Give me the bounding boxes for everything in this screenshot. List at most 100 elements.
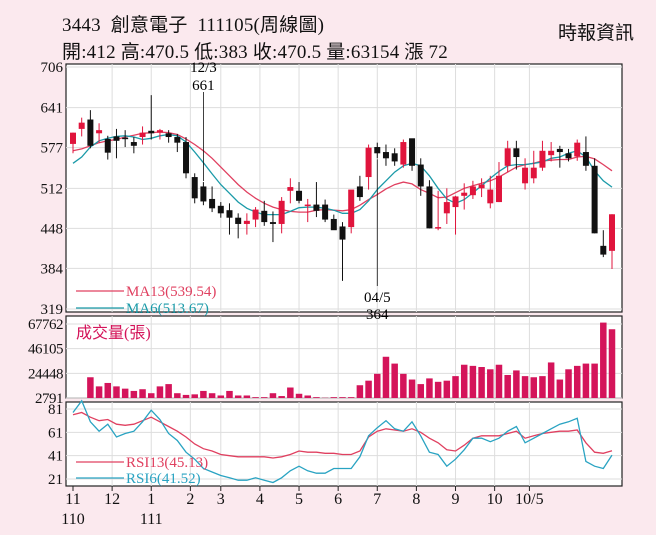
candle-body [391,153,398,162]
x-tick-label: 6 [334,491,342,508]
volume-bar [139,389,146,398]
volume-bar [304,395,311,398]
volume-bar [382,356,390,398]
candle-body [269,222,276,224]
price-ytick-label: 384 [41,261,64,277]
volume-bar [478,367,485,398]
volume-bar [530,377,538,398]
volume-bar [226,390,233,398]
candle-body [565,153,572,159]
candle-body [461,192,468,196]
candle-body [200,186,207,202]
volume-bar [252,397,259,398]
volume-bar [174,393,181,398]
volume-bar [182,394,190,398]
high-annotation-date: 12/3 [190,60,217,76]
volume-bar [521,376,529,398]
volume-bar [87,377,94,398]
volume-ytick-label: 2791 [35,391,63,407]
candle-body [356,186,363,198]
candle-body [400,142,407,165]
volume-bar [356,385,364,398]
stock-code: 3443 [62,15,101,36]
candle-body [156,130,163,133]
volume-bar [278,396,285,398]
volume-bar [313,397,320,398]
volume-bar [460,364,468,398]
x-tick-label: 7 [373,491,381,508]
candle-body [174,137,181,143]
candle-body [348,189,355,228]
x-tick-label: 5 [295,491,303,508]
candle-body [574,142,581,157]
rsi13-legend-label: RSI13(45.13) [126,455,208,471]
x-tick-label: 10/5 [515,491,543,508]
price-ytick-label: 448 [41,221,64,237]
candle-body [226,210,233,218]
volume-ytick-label: 67762 [28,317,63,333]
candle-body [374,147,381,154]
price-ytick-label: 641 [41,101,64,117]
candle-body [330,218,337,231]
volume-bar [469,365,477,398]
candle-body [304,204,311,207]
candle-body [417,164,424,187]
candle-body [70,132,76,144]
volume-bar [487,369,494,398]
volume-bar [600,322,607,398]
candle-body [148,130,155,134]
candle-body [495,175,502,203]
low-annotation-date: 04/5 [364,290,391,306]
volume-bar [95,386,103,398]
volume-bar [234,395,242,398]
volume-bar [208,393,216,398]
volume-bar [591,363,598,398]
x-year-label: 111 [140,511,163,528]
volume-ytick-label: 24448 [28,366,63,382]
candle-body [322,204,329,220]
high-annotation-value: 661 [192,78,215,94]
volume-bar [156,386,164,398]
x-tick-label: 10 [487,491,503,508]
volume-bar [408,379,416,398]
candle-body [139,132,146,138]
x-tick-label: 12 [104,491,120,508]
rsi-ytick-label: 41 [48,449,63,465]
x-tick-label: 9 [452,491,460,508]
volume-bar [200,390,207,398]
candle-body [426,186,433,229]
chart-date: 111105 [197,15,254,36]
x-tick-label: 8 [412,491,420,508]
ma6-legend-label: MA6(513.67) [126,301,209,317]
volume-bar [504,374,511,398]
volume-bar [217,395,225,398]
candle-body [104,138,111,153]
ma6-line [72,133,613,216]
candle-body [191,177,198,199]
candle-body [278,200,285,224]
volume-bar [426,378,433,398]
low-annotation-value: 364 [366,307,389,323]
volume-unit-label: 成交量(張) [76,324,151,342]
rsi-ytick-label: 21 [48,472,63,488]
volume-bar [573,365,581,398]
price-ytick-label: 577 [41,141,64,157]
candle-body [556,148,563,153]
volume-bar [113,386,120,398]
ohlc-summary: 開:412 高:470.5 低:383 收:470.5 量:63154 漲 72 [62,42,448,63]
volume-bar [556,379,564,398]
candle-body [609,214,615,251]
candle-body [235,217,242,224]
data-source: 時報資訊 [557,23,634,44]
volume-bar [339,397,346,398]
volume-bar [565,369,572,398]
candle-body [600,245,607,255]
candle-body [539,150,546,168]
volume-bar [495,364,503,398]
candle-body [296,190,303,201]
volume-bar [539,376,546,398]
volume-ytick-label: 46105 [28,342,63,358]
chart-kind: (周線圖) [253,15,325,36]
volume-bar [147,393,155,398]
volume-bar [261,397,268,398]
